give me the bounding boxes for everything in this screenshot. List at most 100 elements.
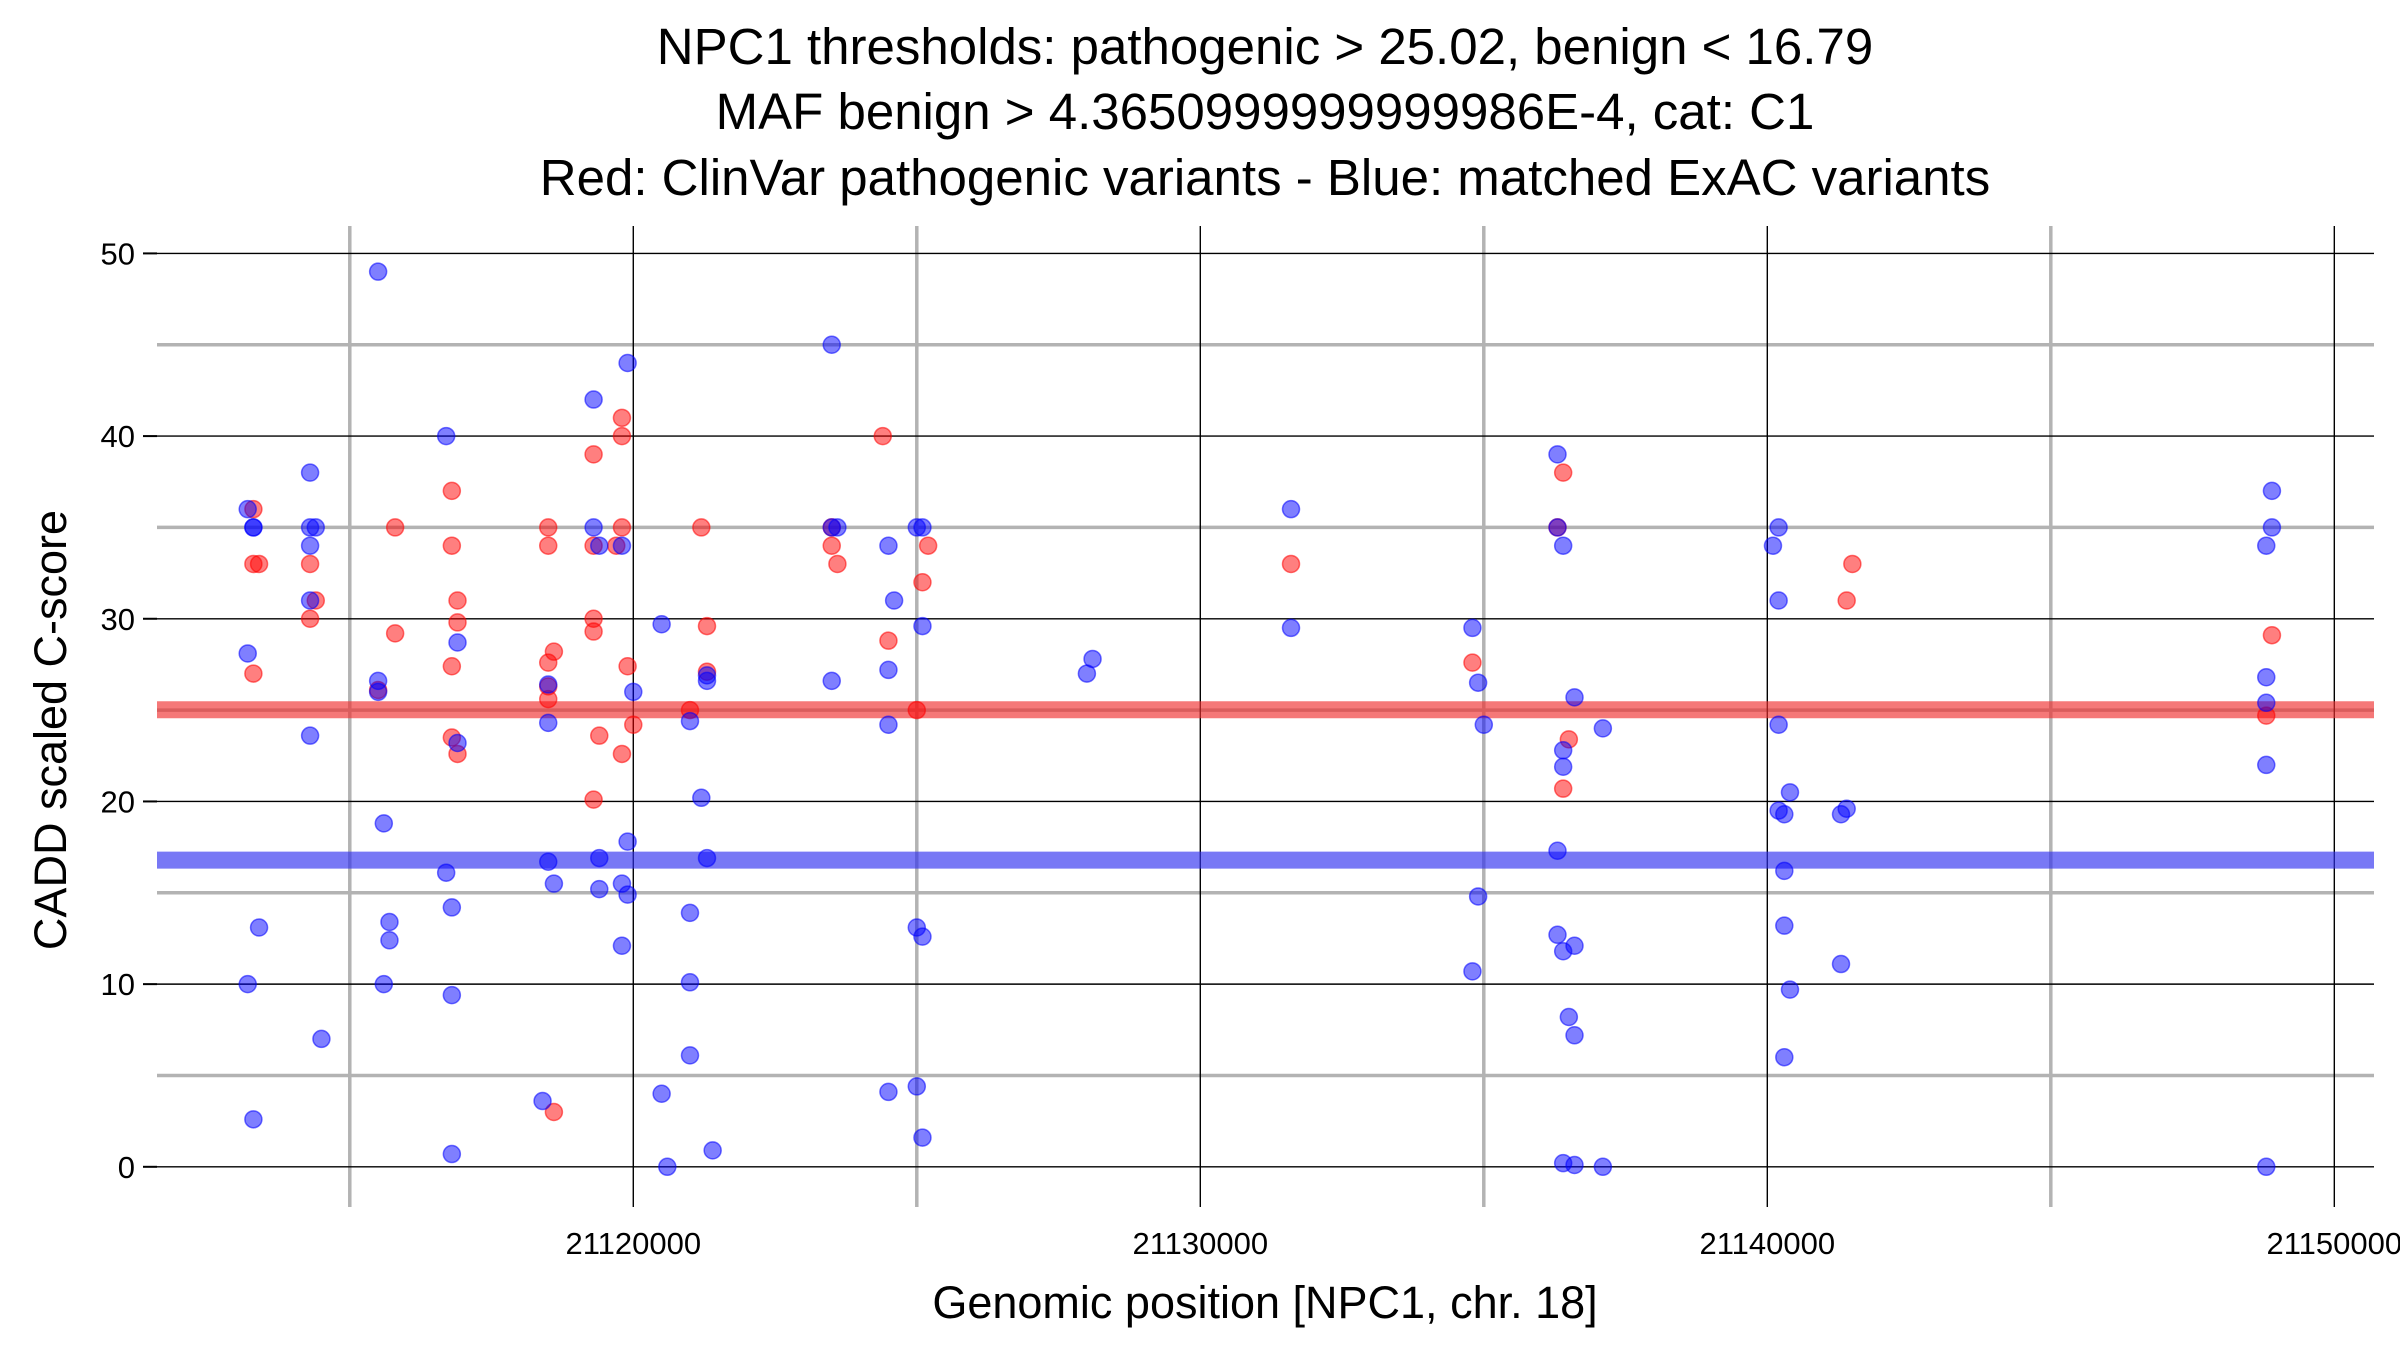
exac-point <box>822 671 841 691</box>
clinvar-point <box>300 609 320 629</box>
exac-point <box>1775 861 1794 881</box>
clinvar-point <box>385 624 405 643</box>
exac-point <box>368 682 388 702</box>
threshold-layer <box>157 701 2374 869</box>
exac-point <box>680 711 700 731</box>
exac-point <box>306 518 326 537</box>
exac-point <box>533 1091 552 1111</box>
exac-point <box>538 675 558 694</box>
clinvar-point <box>913 572 932 592</box>
clinvar-point <box>244 664 263 683</box>
chart-title-line-2: MAF benign > 4.3650999999999986E-4, cat:… <box>716 83 1815 140</box>
clinvar-point <box>385 518 405 537</box>
exac-point <box>913 518 932 537</box>
exac-point <box>2257 693 2276 713</box>
clinvar-point <box>828 554 847 574</box>
clinvar-point <box>1553 779 1573 798</box>
exac-point <box>238 974 257 994</box>
clinvar-point <box>612 426 632 446</box>
x-tick-label: 21130000 <box>1132 1226 1268 1261</box>
clinvar-point <box>907 700 927 720</box>
clinvar-point <box>584 445 603 464</box>
exac-point <box>436 863 456 882</box>
exac-point <box>590 848 609 868</box>
exac-point <box>1565 1155 1584 1175</box>
clinvar-point <box>624 715 643 734</box>
exac-point <box>907 1077 927 1096</box>
exac-point <box>1565 1026 1584 1045</box>
clinvar-point <box>612 744 632 764</box>
exac-point <box>448 633 467 652</box>
exac-point <box>238 499 257 519</box>
y-tick-label: 30 <box>101 602 135 637</box>
exac-point <box>2262 481 2282 501</box>
exac-point <box>1553 741 1573 760</box>
exac-point <box>1565 936 1584 956</box>
clinvar-point <box>300 554 320 574</box>
exac-point <box>658 1157 677 1177</box>
exac-point <box>300 463 320 482</box>
clinvar-point <box>879 631 898 650</box>
exac-point <box>1281 618 1301 638</box>
exac-point <box>300 536 320 555</box>
exac-point <box>374 814 394 833</box>
exac-point <box>442 898 462 917</box>
exac-point <box>544 874 564 893</box>
exac-point <box>703 1141 722 1160</box>
exac-point <box>1468 673 1488 692</box>
exac-point <box>448 733 467 753</box>
exac-point <box>238 644 257 663</box>
exac-point <box>380 912 399 932</box>
x-tick-label: 21150000 <box>2266 1226 2400 1261</box>
clinvar-point <box>442 536 462 555</box>
y-tick-label: 40 <box>101 419 135 454</box>
exac-point <box>1775 1047 1794 1067</box>
exac-point <box>879 536 898 555</box>
exac-point <box>1769 518 1788 537</box>
clinvar-point <box>697 616 717 636</box>
x-tick-label: 21120000 <box>565 1226 701 1261</box>
clinvar-point <box>1837 591 1856 610</box>
exac-point <box>584 390 603 409</box>
exac-point <box>1463 618 1482 638</box>
exac-point <box>1763 536 1783 555</box>
clinvar-point <box>249 554 269 574</box>
exac-point <box>618 832 637 851</box>
y-axis-label: CADD scaled C-score <box>25 510 76 950</box>
clinvar-point <box>442 657 462 676</box>
exac-point <box>1831 804 1851 824</box>
exac-point <box>244 518 263 537</box>
exac-point <box>1775 916 1794 935</box>
exac-point <box>680 903 700 923</box>
clinvar-point <box>538 518 558 537</box>
exac-point <box>618 353 637 373</box>
exac-point <box>1769 591 1788 610</box>
exac-point <box>300 726 320 745</box>
exac-point <box>652 614 671 634</box>
exac-point <box>913 927 932 946</box>
exac-point <box>618 885 637 904</box>
clinvar-point <box>1463 653 1482 672</box>
exac-point <box>913 616 932 636</box>
x-tick-label: 21140000 <box>1699 1226 1835 1261</box>
exac-point <box>692 788 711 808</box>
x-axis-label: Genomic position [NPC1, chr. 18] <box>932 1277 1597 1328</box>
exac-point <box>1077 664 1097 683</box>
exac-point <box>300 591 320 610</box>
y-tick-label: 0 <box>118 1150 135 1185</box>
exac-point <box>624 682 643 702</box>
points-layer <box>238 262 2282 1177</box>
clinvar-point <box>448 613 467 632</box>
exac-point <box>1468 887 1488 906</box>
exac-point <box>1553 536 1573 555</box>
clinvar-point <box>918 536 938 555</box>
clinvar-point <box>1553 463 1573 482</box>
exac-point <box>2262 518 2282 537</box>
exac-point <box>697 671 717 691</box>
clinvar-point <box>448 591 467 610</box>
exac-point <box>442 985 462 1005</box>
exac-point <box>1559 1007 1579 1027</box>
exac-point <box>1281 499 1301 519</box>
clinvar-point <box>1281 554 1301 574</box>
clinvar-point <box>612 518 632 537</box>
